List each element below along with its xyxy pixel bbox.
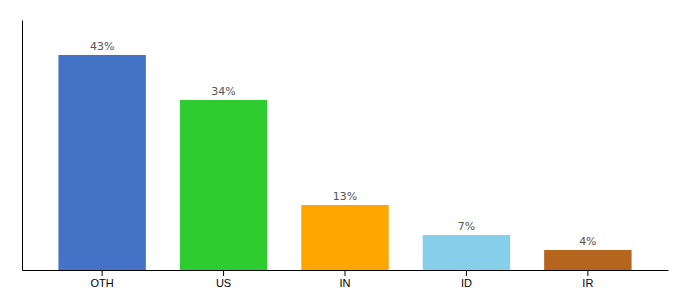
data-label: 7% bbox=[458, 220, 475, 233]
data-label: 34% bbox=[211, 85, 235, 98]
x-tick: ID bbox=[461, 270, 472, 289]
x-tick-mark bbox=[466, 270, 467, 276]
plot-area: OTH US IN ID IR 43% 34% 13% 7% 4% bbox=[23, 21, 669, 289]
bars bbox=[58, 55, 631, 270]
bar bbox=[180, 100, 267, 270]
chart-svg: OTH US IN ID IR 43% 34% 13% 7% 4% bbox=[0, 0, 680, 300]
x-tick: IN bbox=[340, 270, 351, 289]
x-tick-label: IR bbox=[582, 277, 593, 289]
x-tick-label: US bbox=[216, 277, 231, 289]
data-label: 13% bbox=[333, 190, 357, 203]
chart-container: OTH US IN ID IR 43% 34% 13% 7% 4% bbox=[0, 0, 680, 300]
y-axis-line bbox=[22, 21, 23, 271]
bar bbox=[544, 250, 631, 270]
x-tick: US bbox=[216, 270, 231, 289]
bar bbox=[423, 235, 510, 270]
y-axis bbox=[22, 21, 23, 271]
data-labels: 43% 34% 13% 7% 4% bbox=[90, 40, 597, 248]
x-tick: IR bbox=[582, 270, 593, 289]
x-tick-label: IN bbox=[340, 277, 351, 289]
x-tick-mark bbox=[345, 270, 346, 276]
x-tick-mark bbox=[587, 270, 588, 276]
data-label: 43% bbox=[90, 40, 114, 53]
bar bbox=[58, 55, 145, 270]
x-axis: OTH US IN ID IR bbox=[23, 270, 669, 289]
x-tick-label: ID bbox=[461, 277, 472, 289]
x-tick-label: OTH bbox=[91, 277, 114, 289]
data-label: 4% bbox=[579, 235, 596, 248]
x-tick-mark bbox=[102, 270, 103, 276]
bar bbox=[301, 205, 388, 270]
x-tick-mark bbox=[223, 270, 224, 276]
x-tick: OTH bbox=[91, 270, 114, 289]
